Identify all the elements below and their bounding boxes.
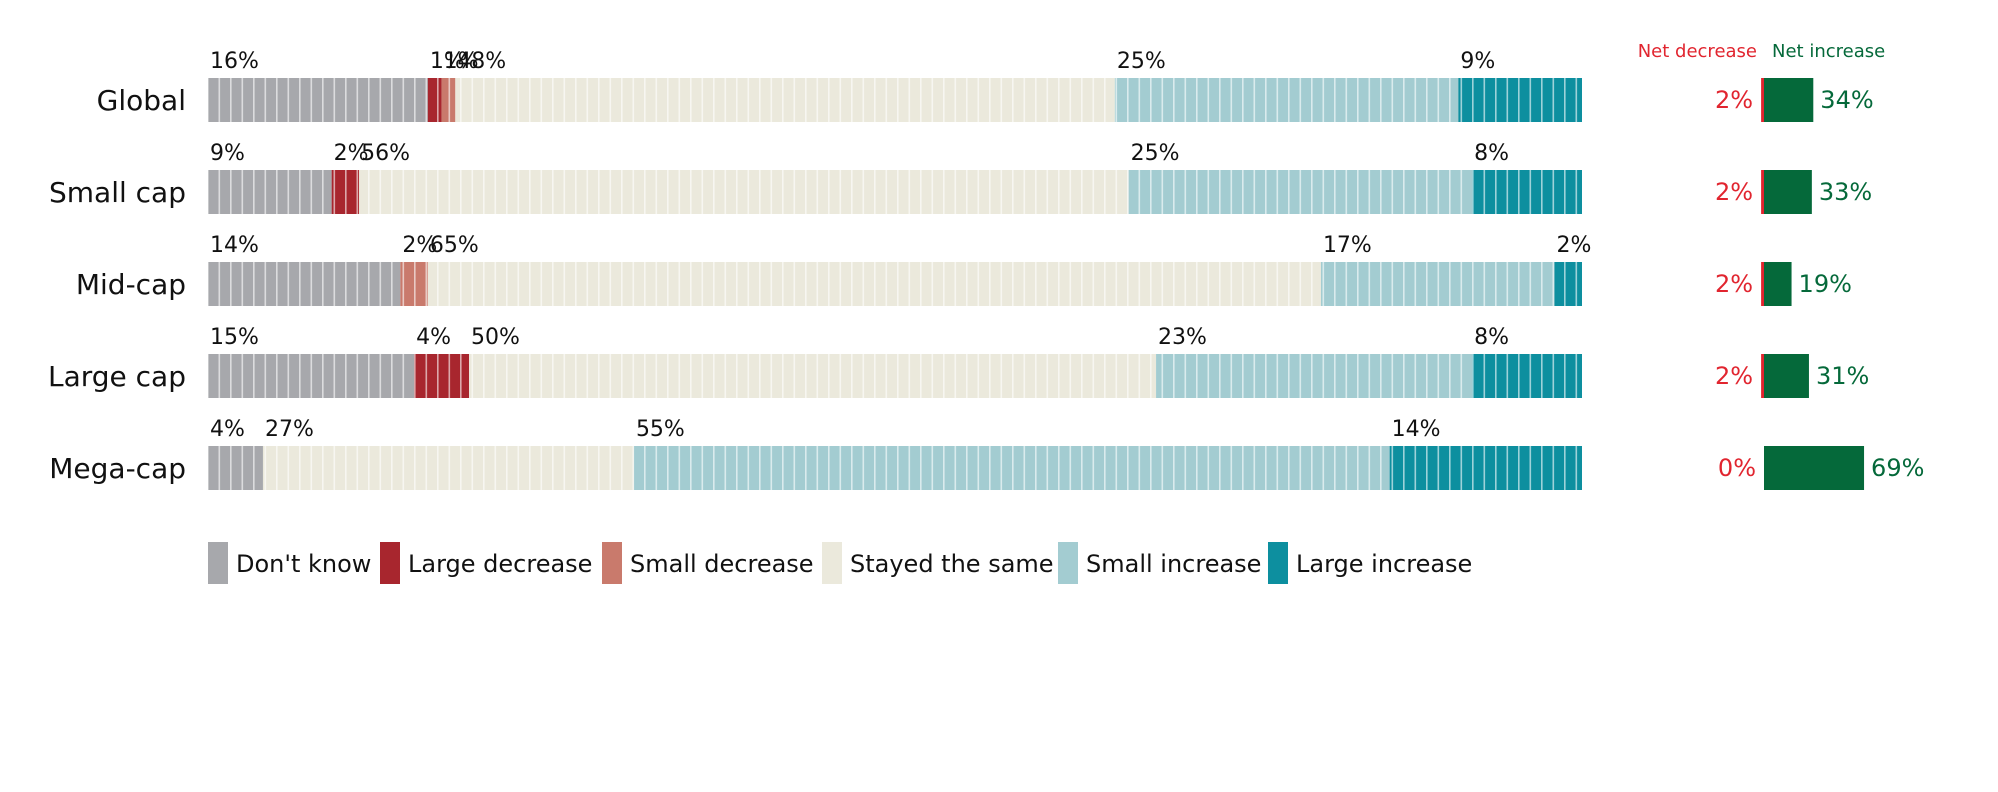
data-label-mega-cap-small-increase: 55% <box>636 417 685 442</box>
net-decrease-label-large-cap: 2% <box>1715 362 1753 390</box>
bar-segment-texture <box>208 170 332 214</box>
net-decrease-bar-small-cap <box>1761 170 1764 214</box>
row-label-mega-cap: Mega-cap <box>49 452 186 485</box>
data-label-global-small-decrease: 1% <box>444 49 479 74</box>
net-increase-label-global: 34% <box>1820 86 1873 114</box>
legend-swatch-stayed-the-same <box>822 542 842 584</box>
data-label-large-cap-large-increase: 8% <box>1474 325 1509 350</box>
data-label-mid-cap-small-increase: 17% <box>1323 233 1372 258</box>
bar-segment-texture <box>1472 170 1582 214</box>
bar-segment-texture <box>359 170 1129 214</box>
legend: Don't know Large decrease Small decrease St… <box>208 542 1472 584</box>
data-label-large-cap-don-t-know: 15% <box>210 325 259 350</box>
net-increase-label-mid-cap: 19% <box>1799 270 1852 298</box>
net-increase-bar-global <box>1764 78 1814 122</box>
bar-segment-texture <box>1128 170 1473 214</box>
bar-segment-texture <box>331 170 360 214</box>
data-label-small-cap-large-decrease: 2% <box>334 141 369 166</box>
row-label-large-cap: Large cap <box>48 360 186 393</box>
bar-segment-texture <box>1389 446 1582 490</box>
net-decrease-header: Net decrease <box>1638 41 1757 62</box>
data-label-mega-cap-don-t-know: 4% <box>210 417 245 442</box>
net-increase-bar-mega-cap <box>1764 446 1865 490</box>
legend-label-stayed-the-same: Stayed the same <box>850 550 1054 578</box>
net-increase-bar-mid-cap <box>1764 262 1792 306</box>
bar-segment-texture <box>414 354 470 398</box>
net-decrease-label-mid-cap: 2% <box>1715 270 1753 298</box>
net-decrease-bar-global <box>1761 78 1764 122</box>
data-label-small-cap-small-increase: 25% <box>1131 141 1180 166</box>
bar-segment-texture <box>427 262 1321 306</box>
net-decrease-bar-mid-cap <box>1761 262 1764 306</box>
row-label-small-cap: Small cap <box>49 176 186 209</box>
data-label-mid-cap-stayed-the-same: 65% <box>430 233 479 258</box>
bar-segment-texture <box>1156 354 1473 398</box>
legend-label-large-decrease: Large decrease <box>408 550 592 578</box>
data-label-small-cap-don-t-know: 9% <box>210 141 245 166</box>
legend-swatch-don-t-know <box>208 542 228 584</box>
bar-segment-texture <box>469 354 1157 398</box>
net-increase-bar-small-cap <box>1764 170 1812 214</box>
data-label-mega-cap-stayed-the-same: 27% <box>265 417 314 442</box>
net-decrease-label-mega-cap: 0% <box>1718 454 1756 482</box>
bar-segment-texture <box>427 78 442 122</box>
bar-segment-texture <box>633 446 1390 490</box>
net-increase-label-mega-cap: 69% <box>1871 454 1924 482</box>
net-increase-bar-large-cap <box>1764 354 1809 398</box>
data-label-small-cap-stayed-the-same: 56% <box>361 141 410 166</box>
data-label-global-large-increase: 9% <box>1460 49 1495 74</box>
bar-segment-texture <box>208 446 263 490</box>
bar-segment-texture <box>208 354 415 398</box>
data-label-mid-cap-large-increase: 2% <box>1557 233 1592 258</box>
net-increase-header: Net increase <box>1772 41 1885 62</box>
bar-segment-texture <box>455 78 1115 122</box>
net-increase-label-small-cap: 33% <box>1819 178 1872 206</box>
data-label-global-stayed-the-same: 48% <box>457 49 506 74</box>
data-label-small-cap-large-increase: 8% <box>1474 141 1509 166</box>
data-label-mega-cap-large-increase: 14% <box>1392 417 1441 442</box>
row-label-mid-cap: Mid-cap <box>76 268 186 301</box>
bar-segment-texture <box>441 78 456 122</box>
legend-label-small-increase: Small increase <box>1086 550 1261 578</box>
legend-label-small-decrease: Small decrease <box>630 550 814 578</box>
data-label-large-cap-stayed-the-same: 50% <box>471 325 520 350</box>
row-label-global: Global <box>97 84 186 117</box>
bar-segment-texture <box>1472 354 1582 398</box>
net-decrease-label-global: 2% <box>1715 86 1753 114</box>
bar-segment-texture <box>1554 262 1582 306</box>
data-label-large-cap-small-increase: 23% <box>1158 325 1207 350</box>
bar-segment-texture <box>400 262 428 306</box>
bar-segment-texture <box>208 78 428 122</box>
data-label-global-large-decrease: 1% <box>430 49 465 74</box>
bar-segment-texture <box>1458 78 1582 122</box>
bar-segment-texture <box>1114 78 1459 122</box>
net-decrease-label-small-cap: 2% <box>1715 178 1753 206</box>
bar-segment-texture <box>1320 262 1555 306</box>
data-label-global-don-t-know: 16% <box>210 49 259 74</box>
data-label-large-cap-large-decrease: 4% <box>416 325 451 350</box>
net-change-panel: Net decrease Net increase 2% 34% 2% 33% 2% 19… <box>1638 41 1924 490</box>
legend-label-don-t-know: Don't know <box>236 550 371 578</box>
legend-swatch-large-decrease <box>380 542 400 584</box>
legend-label-large-increase: Large increase <box>1296 550 1472 578</box>
bar-segment-texture <box>208 262 401 306</box>
net-increase-label-large-cap: 31% <box>1816 362 1869 390</box>
legend-swatch-small-decrease <box>602 542 622 584</box>
net-decrease-bar-large-cap <box>1761 354 1764 398</box>
legend-swatch-large-increase <box>1268 542 1288 584</box>
data-label-mid-cap-small-decrease: 2% <box>402 233 437 258</box>
bar-segment-texture <box>262 446 634 490</box>
data-label-mid-cap-don-t-know: 14% <box>210 233 259 258</box>
legend-swatch-small-increase <box>1058 542 1078 584</box>
data-label-global-small-increase: 25% <box>1117 49 1166 74</box>
